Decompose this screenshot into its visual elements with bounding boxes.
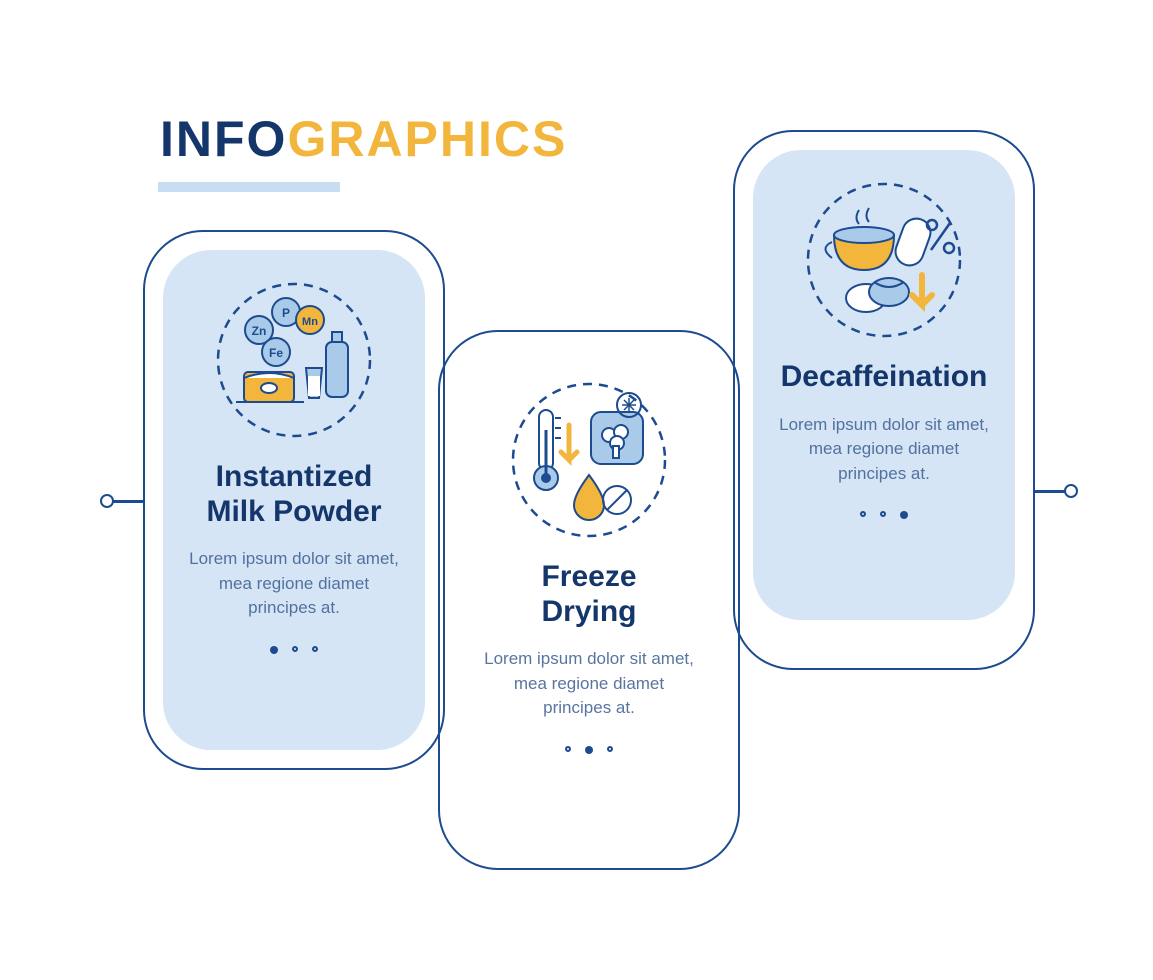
main-title: INFOGRAPHICS <box>160 110 567 168</box>
svg-text:Zn: Zn <box>252 324 267 338</box>
card-title-decaf: Decaffeination <box>778 360 990 395</box>
svg-text:P: P <box>282 306 290 320</box>
svg-text:Mn: Mn <box>302 316 318 328</box>
pager-dot <box>880 511 886 517</box>
pager-dot <box>565 746 571 752</box>
decaf-icon <box>804 180 964 340</box>
pager-milk <box>188 646 400 654</box>
title-underline <box>158 182 340 192</box>
card-title-milk: Instantized Milk Powder <box>188 460 400 529</box>
title-part1: INFO <box>160 111 287 167</box>
pager-decaf <box>778 511 990 519</box>
connector-right <box>1035 490 1066 493</box>
milk-icon: Zn Fe P Mn <box>214 280 374 440</box>
pager-dot <box>270 646 278 654</box>
anchor-right <box>1064 484 1078 498</box>
pager-dot <box>585 746 593 754</box>
card-body-milk: Lorem ipsum dolor sit amet, mea regione … <box>188 547 400 621</box>
anchor-left <box>100 494 114 508</box>
pager-dot <box>900 511 908 519</box>
card-title-freeze: Freeze Drying <box>483 560 695 629</box>
svg-text:Fe: Fe <box>269 346 283 360</box>
title-part2: GRAPHICS <box>287 111 567 167</box>
freeze-icon <box>509 380 669 540</box>
connector-left <box>112 500 143 503</box>
card-body-freeze: Lorem ipsum dolor sit amet, mea regione … <box>483 647 695 721</box>
pager-freeze <box>483 746 695 754</box>
card-decaf: Decaffeination Lorem ipsum dolor sit ame… <box>753 150 1015 620</box>
card-freeze: Freeze Drying Lorem ipsum dolor sit amet… <box>458 350 720 850</box>
pager-dot <box>860 511 866 517</box>
pager-dot <box>312 646 318 652</box>
pager-dot <box>292 646 298 652</box>
card-milk: Zn Fe P Mn Instantized Milk Powder Lorem… <box>163 250 425 750</box>
pager-dot <box>607 746 613 752</box>
card-body-decaf: Lorem ipsum dolor sit amet, mea regione … <box>778 413 990 487</box>
